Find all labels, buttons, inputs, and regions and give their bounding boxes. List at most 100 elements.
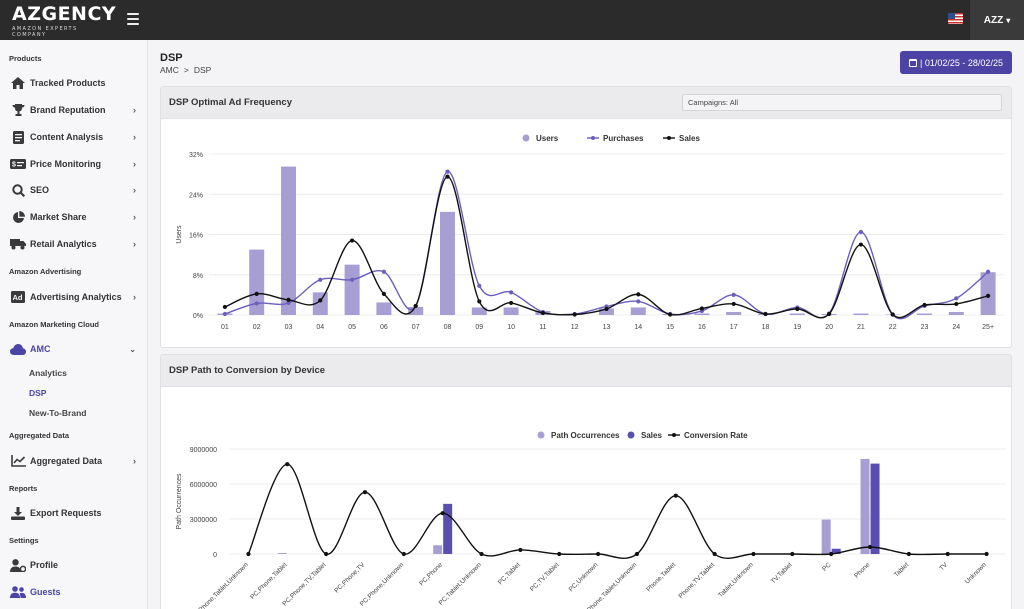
- purchases-point: [731, 292, 736, 297]
- sales-bar: [870, 463, 880, 554]
- purchases-line: [224, 170, 989, 320]
- sidebar-item-price-monitoring[interactable]: $ Price Monitoring ›: [10, 155, 140, 173]
- y-tick-label: 9000000: [190, 447, 217, 454]
- purchases-point: [858, 229, 864, 235]
- ad-frequency-card: DSP Optimal Ad Frequency Campaigns: All …: [160, 86, 1012, 348]
- sales-point: [318, 298, 323, 303]
- conversion-rate-point: [246, 551, 251, 557]
- page-title: DSP: [160, 52, 183, 64]
- x-tick-label: PC,TV,Tablet: [529, 561, 561, 593]
- conversion-rate-point: [362, 490, 368, 495]
- x-tick-label: PC,Phone,TV,Tablet: [281, 561, 327, 607]
- x-tick-label: 23: [921, 324, 929, 331]
- price-tag-icon: $: [10, 158, 26, 171]
- sidebar-subitem-new-to-brand[interactable]: New-To-Brand: [29, 408, 87, 418]
- conversion-rate-point: [673, 493, 678, 498]
- sidebar-subitem-analytics[interactable]: Analytics: [29, 368, 67, 378]
- pie-chart-icon: [10, 210, 26, 224]
- x-tick-label: 12: [571, 324, 579, 331]
- x-tick-label: 17: [730, 324, 738, 331]
- legend-label-0: Path Occurrences: [551, 431, 620, 440]
- breadcrumb: AMC > DSP: [160, 65, 211, 75]
- purchases-point: [318, 277, 323, 282]
- purchases-point: [986, 269, 991, 274]
- purchases-point: [286, 300, 291, 306]
- sidebar-item-label: Tracked Products: [30, 78, 106, 88]
- sidebar-item-profile[interactable]: Profile: [10, 556, 140, 574]
- x-tick-label: Tablet,Unknown: [717, 561, 755, 599]
- breadcrumb-dsp: DSP: [193, 65, 212, 75]
- y-tick-label: 6000000: [190, 482, 217, 489]
- sidebar-item-brand-reputation[interactable]: Brand Reputation ›: [10, 101, 140, 119]
- campaigns-select[interactable]: Campaigns: All: [682, 94, 1002, 111]
- y-tick-label: 32%: [189, 152, 203, 159]
- x-tick-label: PC,Phone,Tablet,Unknown: [190, 561, 250, 609]
- sidebar-item-market-share[interactable]: Market Share ›: [10, 208, 140, 226]
- conversion-rate-point: [401, 551, 406, 557]
- conversion-rate-point: [751, 551, 756, 557]
- sales-point: [636, 292, 641, 297]
- sidebar-item-export-requests[interactable]: Export Requests: [10, 504, 140, 522]
- user-name: AZZ: [983, 14, 1004, 26]
- main-content: DSP AMC > DSP | 01/02/25 - 28/02/25 DSP …: [148, 40, 1024, 609]
- chevron-right-icon: ›: [133, 239, 136, 249]
- sales-point: [954, 301, 959, 307]
- x-tick-label: 08: [444, 324, 452, 331]
- document-icon: [10, 130, 26, 144]
- sidebar-item-label: Advertising Analytics: [30, 292, 122, 302]
- legend-label-2: Sales: [679, 134, 700, 143]
- x-tick-label: Unknown: [964, 561, 988, 585]
- x-tick-label: Phone,TV,Tablet: [678, 561, 717, 600]
- calendar-icon: [909, 58, 918, 67]
- chevron-right-icon: ›: [133, 105, 136, 115]
- brand-logo[interactable]: AZGENCY AMAZON EXPERTS COMPANY: [12, 3, 117, 39]
- x-tick-label: Phone,Tablet: [645, 561, 677, 593]
- sidebar-item-content-analysis[interactable]: Content Analysis ›: [10, 128, 140, 146]
- conversion-rate-point: [518, 547, 523, 553]
- x-tick-label: 05: [348, 324, 356, 331]
- path-occurrences-bar: [821, 519, 831, 554]
- sidebar-item-guests[interactable]: Guests: [10, 583, 140, 601]
- sidebar-item-retail-analytics[interactable]: Retail Analytics ›: [10, 235, 140, 253]
- path-conversion-card-header: DSP Path to Conversion by Device: [161, 355, 1011, 387]
- x-tick-label: 24: [952, 324, 960, 331]
- chevron-right-icon: ›: [133, 456, 136, 466]
- sidebar-item-label: Price Monitoring: [30, 159, 102, 169]
- legend-marker-0: [537, 431, 545, 439]
- cloud-icon: [10, 343, 26, 356]
- sidebar-item-seo[interactable]: SEO ›: [10, 181, 140, 199]
- conversion-rate-point: [440, 511, 445, 516]
- sidebar-item-amc[interactable]: AMC ⌄: [10, 340, 140, 358]
- users-bar: [249, 249, 265, 315]
- conversion-rate-point: [867, 544, 873, 550]
- x-tick-label: 07: [412, 324, 420, 331]
- x-tick-label: TV,Tablet: [770, 561, 794, 585]
- x-tick-label: 15: [666, 324, 674, 331]
- sidebar: Products Tracked Products Brand Reputati…: [0, 40, 148, 609]
- breadcrumb-amc[interactable]: AMC: [160, 65, 179, 75]
- sidebar-item-tracked-products[interactable]: Tracked Products: [10, 74, 140, 92]
- sidebar-item-advertising-analytics[interactable]: Ad Advertising Analytics ›: [10, 288, 140, 306]
- sales-point: [731, 301, 736, 307]
- x-tick-label: 03: [285, 324, 293, 331]
- user-menu-button[interactable]: AZZ ▾: [970, 0, 1024, 40]
- conversion-rate-point: [479, 551, 484, 557]
- user-gear-icon: [10, 558, 26, 572]
- sales-point: [827, 311, 832, 317]
- logo-text: AZGENCY: [12, 3, 117, 25]
- hamburger-menu-icon[interactable]: [127, 11, 139, 27]
- chevron-right-icon: ›: [133, 212, 136, 222]
- trophy-icon: [10, 104, 26, 117]
- users-bar: [471, 307, 487, 315]
- path-conversion-card: DSP Path to Conversion by Device Path Oc…: [160, 354, 1012, 609]
- conversion-rate-point: [712, 551, 717, 557]
- sidebar-item-aggregated-data[interactable]: Aggregated Data ›: [10, 452, 140, 470]
- us-flag-icon[interactable]: [948, 13, 963, 24]
- sidebar-subitem-dsp[interactable]: DSP: [29, 388, 47, 398]
- date-range-button[interactable]: | 01/02/25 - 28/02/25: [900, 51, 1012, 74]
- sidebar-item-label: Retail Analytics: [30, 239, 97, 249]
- x-tick-label: 11: [539, 324, 546, 331]
- campaigns-select-value: Campaigns: All: [688, 98, 739, 107]
- path-conversion-title: DSP Path to Conversion by Device: [169, 365, 326, 376]
- purchases-point: [350, 277, 355, 282]
